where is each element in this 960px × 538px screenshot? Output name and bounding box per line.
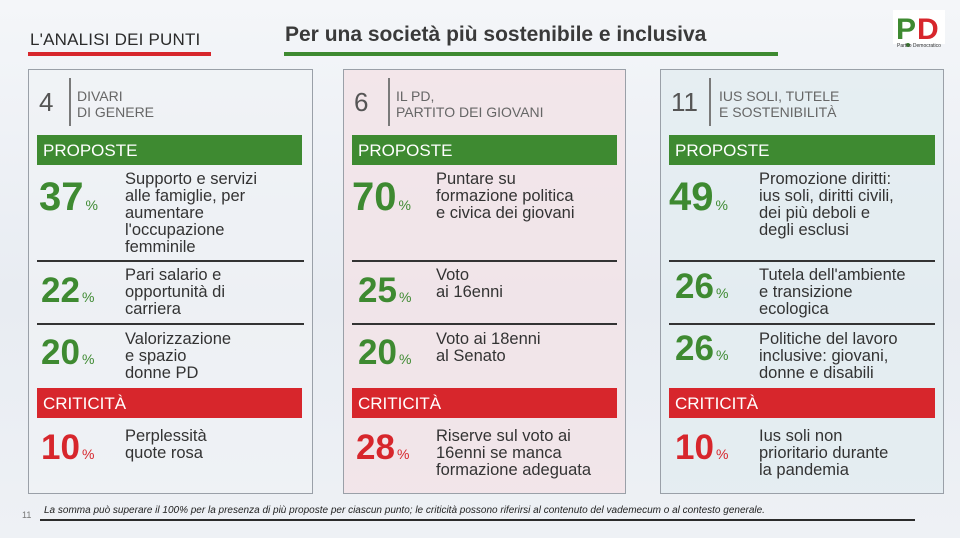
point-topic: IUS SOLI, TUTELE E SOSTENIBILITÀ xyxy=(719,88,840,120)
proposals-header: PROPOSTE xyxy=(352,135,617,165)
separator xyxy=(669,260,935,262)
proposals-header: PROPOSTE xyxy=(37,135,302,165)
criticality-percentage: 10% xyxy=(675,428,729,467)
proposal-text: Valorizzazione e spazio donne PD xyxy=(125,330,232,382)
page-title: Per una società più sostenibile e inclus… xyxy=(285,23,707,46)
number-divider xyxy=(69,78,71,126)
proposal-percentage: 26% xyxy=(675,267,729,306)
proposal-percentage: 20% xyxy=(358,333,412,372)
pd-logo-icon: P D xyxy=(893,10,945,47)
section-label: L'ANALISI DEI PUNTI xyxy=(30,30,201,49)
panel-pd-partito-dei-giovani: 6 IL PD, PARTITO DEI GIOVANI PROPOSTE 70… xyxy=(343,69,626,494)
criticality-text: Ius soli non prioritario durante la pand… xyxy=(759,427,889,479)
proposal-percentage: 37% xyxy=(39,175,98,219)
proposal-text: Promozione diritti: ius soli, diritti ci… xyxy=(759,170,894,239)
proposal-text: Voto ai 18enni al Senato xyxy=(436,330,541,365)
proposal-text: Voto ai 16enni xyxy=(436,266,503,301)
proposal-text: Supporto e servizi alle famiglie, per au… xyxy=(125,170,258,256)
proposal-text: Politiche del lavoro inclusive: giovani,… xyxy=(759,330,898,382)
page-title-underline xyxy=(284,52,778,56)
point-number: 6 xyxy=(354,87,369,117)
footnote: La somma può superare il 100% per la pre… xyxy=(44,505,765,516)
separator xyxy=(352,260,617,262)
point-number: 11 xyxy=(671,87,698,117)
number-divider xyxy=(388,78,390,126)
criticality-text: Riserve sul voto ai 16enni se manca form… xyxy=(436,427,592,479)
panel-ius-soli-tutele-sostenibilita: 11 IUS SOLI, TUTELE E SOSTENIBILITÀ PROP… xyxy=(660,69,944,494)
proposal-percentage: 26% xyxy=(675,329,729,368)
criticality-text: Perplessità quote rosa xyxy=(125,427,207,462)
separator xyxy=(37,260,304,262)
separator xyxy=(37,323,304,325)
criticalities-header: CRITICITÀ xyxy=(352,388,617,418)
proposal-text: Tutela dell'ambiente e transizione ecolo… xyxy=(759,266,906,318)
svg-text:D: D xyxy=(917,13,939,46)
proposal-text: Pari salario e opportunità di carriera xyxy=(125,266,225,318)
point-topic: IL PD, PARTITO DEI GIOVANI xyxy=(396,88,544,120)
proposal-percentage: 22% xyxy=(41,271,95,310)
proposal-percentage: 70% xyxy=(352,175,411,219)
page-number: 11 xyxy=(22,510,32,520)
criticality-percentage: 10% xyxy=(41,428,95,467)
criticality-percentage: 28% xyxy=(356,428,410,467)
point-topic: DIVARI DI GENERE xyxy=(77,88,155,120)
proposal-percentage: 20% xyxy=(41,333,95,372)
number-divider xyxy=(709,78,711,126)
criticalities-header: CRITICITÀ xyxy=(37,388,302,418)
proposal-text: Puntare su formazione politica e civica … xyxy=(436,170,575,222)
proposals-header: PROPOSTE xyxy=(669,135,935,165)
proposal-percentage: 25% xyxy=(358,271,412,310)
point-number: 4 xyxy=(39,87,54,117)
section-label-underline xyxy=(28,52,211,56)
proposal-percentage: 49% xyxy=(669,175,728,219)
separator xyxy=(352,323,617,325)
separator xyxy=(669,323,935,325)
svg-text:P: P xyxy=(896,13,916,46)
logo-subtitle: Partito Democratico xyxy=(897,43,941,49)
criticalities-header: CRITICITÀ xyxy=(669,388,935,418)
panel-divari-di-genere: 4 DIVARI DI GENERE PROPOSTE 37% Supporto… xyxy=(28,69,313,494)
footer-underline xyxy=(40,519,915,521)
